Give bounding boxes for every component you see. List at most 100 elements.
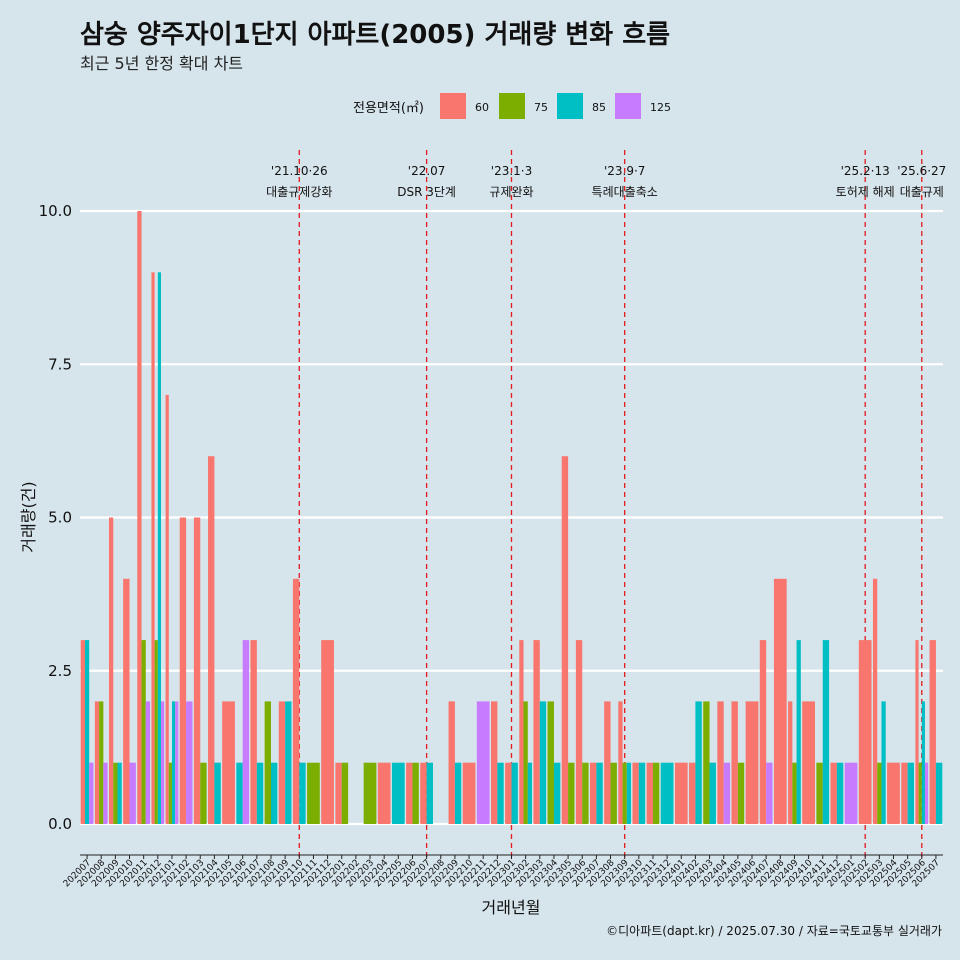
bar-202009-75 (113, 762, 118, 824)
bar-202310-60 (632, 762, 639, 824)
event-date-label: '23.1·3 (491, 164, 532, 178)
bar-202206-60 (406, 762, 413, 824)
bar-202403-75 (703, 701, 710, 824)
bar-202301-85 (511, 762, 518, 824)
bar-202404-125 (723, 762, 731, 824)
bar-202212-85 (497, 762, 504, 824)
bar-202108-85 (270, 762, 278, 824)
bar-202201-75 (341, 762, 349, 824)
event-date-label: '21.10·26 (271, 164, 328, 178)
bar-202301-60 (505, 762, 512, 824)
bar-202101-60 (165, 394, 169, 824)
bar-202204-60 (377, 762, 391, 824)
legend: 전용면적(㎡) 60 75 85 125 (353, 93, 671, 119)
bar-202009-85 (117, 762, 122, 824)
bar-202106-85 (236, 762, 243, 824)
bar-202210-60 (462, 762, 476, 824)
y-tick-label: 0.0 (48, 815, 72, 833)
bar-202406-60 (745, 701, 759, 824)
bar-202402-85 (695, 701, 702, 824)
bar-202407-125 (766, 762, 773, 824)
bar-202503-60 (872, 578, 878, 824)
bar-202305-75 (568, 762, 575, 824)
y-tick-label: 2.5 (48, 662, 72, 680)
bar-202507-85 (935, 762, 943, 824)
event-lines: '21.10·26 대출규제강화 '22.07 DSR 3단계 '23.1·3 규제완화 '… (266, 150, 946, 857)
bar-202103-60 (193, 517, 201, 824)
bar-202012-85 (157, 272, 161, 824)
bar-202302-85 (527, 762, 533, 824)
bar-202408-60 (773, 578, 787, 824)
chart-subtitle: 최근 5년 한정 확대 차트 (80, 54, 243, 73)
bar-202112-60 (321, 640, 334, 824)
bar-202011-75 (141, 640, 146, 824)
bar-202201-60 (335, 762, 342, 824)
bar-202311-75 (652, 762, 660, 824)
bar-202106-125 (242, 640, 250, 824)
event-desc-label: DSR 3단계 (397, 185, 456, 199)
event-date-label: '25.6·27 (897, 164, 946, 178)
event-desc-label: 대출규제 (900, 185, 944, 199)
bar-202207-85 (426, 762, 433, 824)
bar-202011-60 (137, 211, 142, 824)
legend-label-75: 75 (534, 101, 548, 114)
bar-202309-75 (622, 762, 627, 824)
event-desc-label: 토허제 해제 (836, 185, 895, 199)
bar-202008-60 (94, 701, 100, 824)
bar-202207-60 (420, 762, 427, 824)
bars (80, 211, 943, 824)
event-date-label: '22.07 (408, 164, 446, 178)
bar-202311-60 (646, 762, 653, 824)
event-date-label: '25.2·13 (841, 164, 890, 178)
bar-202401-60 (674, 762, 688, 824)
bar-202501-125 (844, 762, 858, 824)
bar-202010-125 (129, 762, 136, 824)
legend-swatch-125 (615, 93, 641, 119)
bar-202405-75 (737, 762, 745, 824)
bar-202507-60 (929, 640, 936, 824)
bar-202104-85 (214, 762, 221, 824)
bar-202303-85 (539, 701, 547, 824)
bar-202506-85 (921, 701, 925, 824)
legend-label-85: 85 (592, 101, 606, 114)
legend-label-125: 125 (650, 101, 671, 114)
bar-202407-60 (759, 640, 767, 824)
event-desc-label: 규제완화 (489, 185, 533, 199)
bar-202109-60 (278, 701, 286, 824)
bar-202502-60 (858, 640, 872, 824)
bar-202304-85 (553, 762, 561, 824)
bar-202105-60 (222, 701, 235, 824)
bar-202206-75 (412, 762, 419, 824)
bar-202307-85 (596, 762, 603, 824)
legend-swatch-60 (440, 93, 466, 119)
bar-202010-60 (123, 578, 130, 824)
bar-202108-75 (264, 701, 271, 824)
bar-202305-60 (561, 456, 569, 824)
bar-202411-75 (816, 762, 823, 824)
event-desc-label: 특례대출축소 (592, 185, 658, 199)
bar-202101-125 (175, 701, 179, 824)
bar-202505-85 (907, 762, 914, 824)
bar-202405-60 (731, 701, 738, 824)
legend-label-60: 60 (475, 101, 489, 114)
bar-202110-60 (292, 578, 300, 824)
bar-202302-60 (519, 640, 524, 824)
legend-title: 전용면적(㎡) (353, 101, 424, 116)
bar-202107-85 (256, 762, 264, 824)
bar-202503-75 (877, 762, 882, 824)
bar-202209-85 (454, 762, 462, 824)
bar-202007-60 (80, 640, 85, 824)
bar-202012-125 (160, 701, 165, 824)
chart-title: 삼숭 양주자이1단지 아파트(2005) 거래량 변화 흐름 (80, 20, 670, 50)
bar-202404-60 (717, 701, 724, 824)
bar-202209-60 (448, 701, 455, 824)
legend-swatch-75 (499, 93, 525, 119)
bar-202008-125 (103, 762, 108, 824)
x-axis-title: 거래년월 (482, 898, 541, 917)
y-tick-label: 5.0 (48, 509, 72, 527)
bar-202012-60 (151, 272, 155, 824)
bar-202412-60 (830, 762, 837, 824)
bar-202101-85 (171, 701, 176, 824)
bar-202308-75 (610, 762, 617, 824)
